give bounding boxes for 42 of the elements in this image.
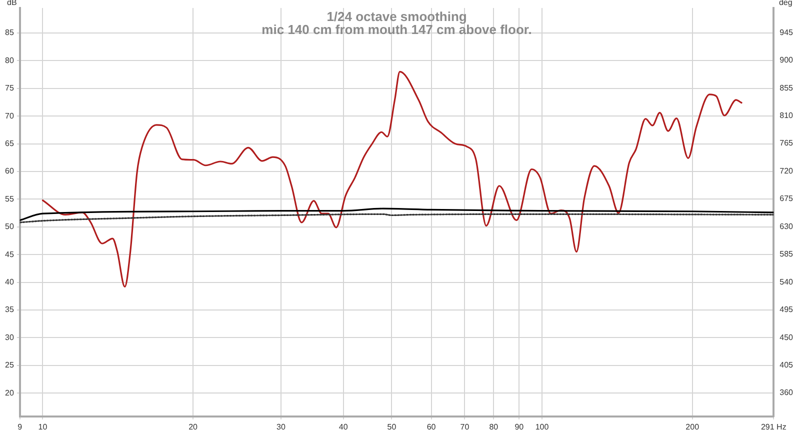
x-tick-label: 9 bbox=[18, 422, 23, 432]
y2-tick-label: 855 bbox=[780, 83, 794, 92]
y-tick-label: 25 bbox=[4, 360, 14, 370]
y-tick-label: 65 bbox=[4, 138, 14, 148]
y-tick-label: 45 bbox=[4, 250, 14, 259]
x-tick-label: 20 bbox=[188, 422, 198, 432]
y2-tick-label: 405 bbox=[780, 360, 794, 370]
y2-tick-label: 765 bbox=[780, 138, 794, 148]
y2-tick-label: 720 bbox=[780, 166, 794, 176]
y-tick-label: 20 bbox=[4, 388, 14, 398]
y-tick-label: 70 bbox=[4, 111, 14, 120]
y-tick-label: 30 bbox=[4, 332, 14, 342]
y2-tick-label: 810 bbox=[780, 111, 794, 120]
y-tick-label: 40 bbox=[4, 278, 14, 286]
x-tick-label: 50 bbox=[387, 422, 397, 432]
y-tick-label: 55 bbox=[4, 194, 14, 204]
y2-tick-label: 945 bbox=[780, 28, 794, 37]
y-tick-label: 80 bbox=[4, 56, 14, 65]
y2-tick-label: 360 bbox=[780, 388, 794, 398]
x-tick-label: 40 bbox=[338, 422, 348, 432]
y-tick-label: 75 bbox=[4, 84, 14, 93]
y-tick-label: 50 bbox=[4, 222, 14, 232]
x-tick-label: 100 bbox=[535, 422, 550, 432]
y2-tick-label: 450 bbox=[780, 332, 794, 342]
x-tick-label: 10 bbox=[38, 422, 48, 432]
y2-tick-label: 630 bbox=[780, 222, 794, 231]
y-tick-label: 85 bbox=[4, 28, 14, 38]
y-tick-label: 35 bbox=[4, 305, 14, 314]
x-tick-label: 60 bbox=[426, 422, 436, 432]
chart-title: 1/24 octave smoothing bbox=[326, 9, 467, 24]
y2-tick-label: 900 bbox=[780, 56, 794, 65]
y-tick-label: 60 bbox=[4, 166, 14, 176]
x-tick-label: 80 bbox=[489, 422, 499, 432]
y2-tick-label: 675 bbox=[780, 194, 794, 204]
x-tick-label: 90 bbox=[514, 422, 524, 432]
y2-tick-label: 540 bbox=[780, 277, 794, 286]
x-tick-label: 200 bbox=[686, 422, 700, 432]
x-tick-label: 291 Hz bbox=[760, 422, 786, 432]
y2-tick-label: 495 bbox=[780, 305, 794, 314]
y2-tick-label: 585 bbox=[780, 250, 794, 259]
x-tick-label: 30 bbox=[276, 422, 286, 432]
x-tick-label: 70 bbox=[460, 422, 470, 432]
